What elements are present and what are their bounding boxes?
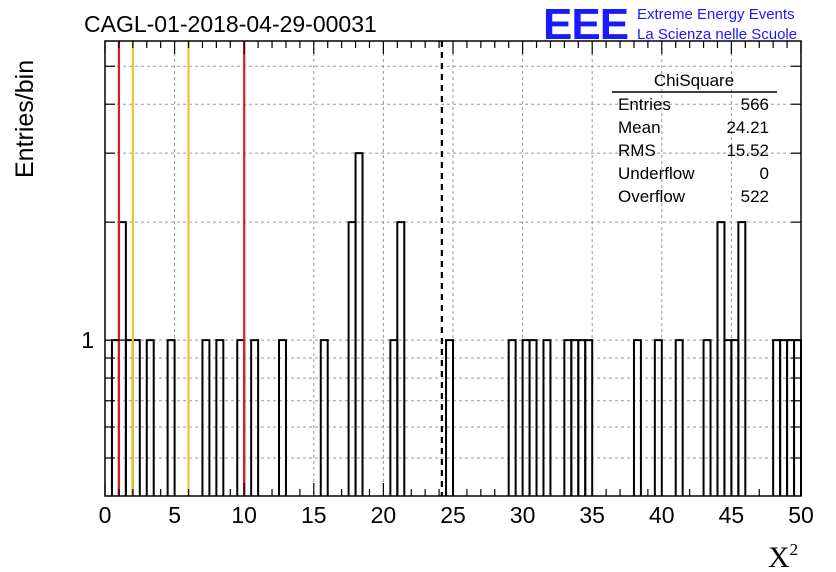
x-tick-label: 20	[371, 502, 397, 528]
x-axis-label: X2	[768, 540, 798, 572]
x-tick-label: 15	[301, 502, 327, 528]
eee-logo: EEE Extreme Energy Events La Scienza nel…	[543, 0, 797, 49]
stats-title: ChiSquare	[654, 71, 734, 90]
eee-logo-line1: Extreme Energy Events	[637, 6, 795, 23]
x-tick-label: 35	[579, 502, 605, 528]
stats-value-overflow: 522	[741, 187, 769, 206]
histogram-bin	[145, 339, 155, 496]
histogram-bin	[319, 339, 329, 496]
x-tick-label: 25	[440, 502, 466, 528]
histogram-bin	[584, 339, 594, 496]
chart-title: CAGL-01-2018-04-29-00031	[84, 11, 377, 37]
histogram-bin	[396, 221, 406, 496]
stats-box: ChiSquare Entries 566 Mean 24.21 RMS 15.…	[612, 71, 777, 206]
stats-label-rms: RMS	[618, 141, 656, 160]
stats-label-overflow: Overflow	[618, 187, 686, 206]
y-axis-ticks: 1	[81, 65, 801, 459]
x-tick-label: 5	[168, 502, 181, 528]
histogram-bin	[653, 339, 663, 496]
stats-value-rms: 15.52	[726, 141, 769, 160]
eee-logo-line2: La Scienza nelle Scuole	[637, 26, 797, 43]
y-tick-label: 1	[81, 327, 94, 353]
histogram-bin	[278, 339, 287, 496]
x-tick-label: 40	[649, 502, 675, 528]
histogram-bin	[354, 152, 364, 496]
stats-label-mean: Mean	[618, 118, 661, 137]
histogram-bin	[702, 339, 712, 496]
histogram-bin	[166, 339, 176, 496]
histogram-bin	[215, 339, 225, 496]
stats-label-entries: Entries	[618, 95, 671, 114]
x-tick-label: 10	[231, 502, 257, 528]
x-tick-label: 0	[99, 502, 112, 528]
histogram-bin	[674, 339, 684, 496]
x-tick-label: 50	[788, 502, 814, 528]
histogram-bin	[528, 339, 538, 496]
histogram-bin	[542, 339, 552, 496]
reference-lines	[117, 41, 443, 496]
histogram-bin	[632, 339, 642, 496]
histogram-bin	[737, 221, 747, 496]
stats-value-entries: 566	[741, 95, 769, 114]
histogram-bin	[201, 339, 211, 496]
stats-value-underflow: 0	[760, 164, 769, 183]
eee-logo-mark: EEE	[543, 0, 628, 49]
x-axis-ticks: 0 5 10 15 20 25 30 35 40 45 50	[99, 41, 814, 528]
histogram-bin	[250, 339, 260, 496]
y-axis-label: Entries/bin	[11, 60, 39, 178]
stats-value-mean: 24.21	[726, 118, 769, 137]
x-tick-label: 45	[719, 502, 745, 528]
histogram-bin	[445, 339, 454, 496]
stats-label-underflow: Underflow	[618, 164, 695, 183]
histogram-bin	[507, 339, 517, 496]
x-tick-label: 30	[510, 502, 536, 528]
